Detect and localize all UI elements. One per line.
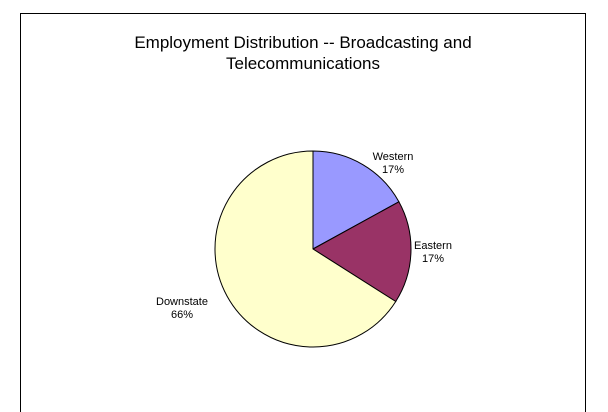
pie-slice-downstate	[214, 150, 397, 348]
slice-label-eastern: Eastern 17%	[414, 240, 452, 265]
pie-slice-eastern	[312, 201, 412, 303]
slice-label-western: Western 17%	[373, 151, 414, 176]
chart-title: Employment Distribution -- Broadcasting …	[134, 33, 472, 73]
slice-label-downstate: Downstate 66%	[156, 296, 208, 321]
pie-slice-western	[312, 150, 400, 250]
